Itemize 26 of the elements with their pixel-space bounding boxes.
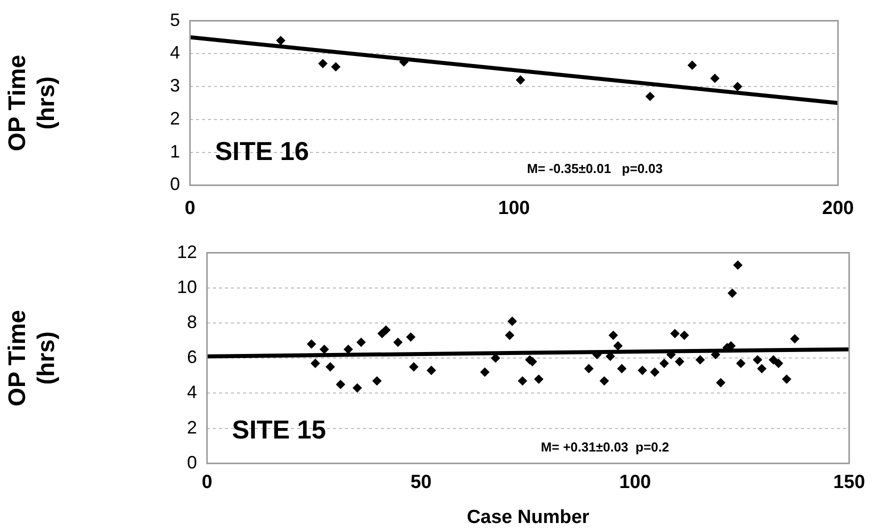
annotation: M= -0.35±0.01 p=0.03 xyxy=(526,161,663,176)
y-tick-label: 4 xyxy=(170,42,180,63)
y-tick-label: 3 xyxy=(170,76,180,96)
x-tick-label: 150 xyxy=(833,472,865,494)
y-tick-label: 12 xyxy=(176,242,197,262)
y-tick-label: 0 xyxy=(170,174,180,194)
x-axis-title: Case Number xyxy=(466,506,590,528)
y-tick-label: 1 xyxy=(170,141,180,162)
y-axis-title: OP Time (hrs) xyxy=(4,310,60,406)
annotation: SITE 15 xyxy=(232,414,326,444)
y-tick-label: 0 xyxy=(186,452,197,472)
annotation: M= +0.31±0.03 p=0.2 xyxy=(540,439,670,454)
x-tick-label: 0 xyxy=(202,472,212,494)
y-tick-label: 6 xyxy=(186,347,197,368)
y-tick-label: 10 xyxy=(176,276,197,297)
annotation: SITE 16 xyxy=(215,136,309,166)
x-tick-label: 100 xyxy=(498,198,530,219)
y-axis-title: OP Time (hrs) xyxy=(4,54,60,152)
y-tick-label: 4 xyxy=(186,382,197,402)
x-tick-label: 50 xyxy=(410,472,432,494)
y-tick-label: 2 xyxy=(170,108,180,128)
y-tick-label: 5 xyxy=(170,10,180,30)
x-tick-label: 200 xyxy=(822,198,854,219)
y-tick-label: 8 xyxy=(186,312,197,332)
y-tick-label: 2 xyxy=(186,417,197,438)
x-tick-label: 100 xyxy=(619,472,651,494)
